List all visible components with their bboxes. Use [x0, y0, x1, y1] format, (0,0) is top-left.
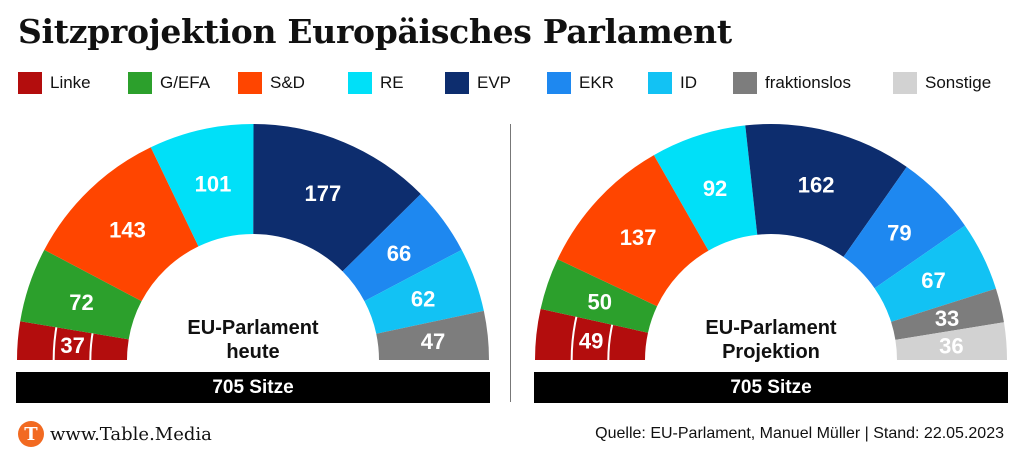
left-total-bar: 705 Sitze — [16, 372, 490, 403]
legend-label: Sonstige — [925, 73, 992, 92]
seat-segment-id — [874, 225, 996, 322]
legend-item: S&D — [238, 71, 305, 95]
seat-segment-g-efa — [540, 259, 658, 333]
seat-count-label: 72 — [69, 290, 93, 315]
seat-count-label: 92 — [703, 176, 727, 201]
seat-segment-re — [150, 124, 254, 247]
seat-segment-sonstige — [895, 322, 1007, 360]
seat-segment-s-d — [557, 155, 709, 307]
legend-swatch — [348, 72, 372, 94]
seat-segment-fraktionslos — [891, 288, 1004, 340]
seat-segment-evp — [253, 124, 421, 272]
legend-swatch — [648, 72, 672, 94]
seat-count-label: 67 — [921, 268, 945, 293]
legend: Linke G/EFA S&D RE EVP EKR ID fraktionslos Sonst… — [18, 71, 1008, 95]
seat-segment-g-efa — [20, 249, 142, 340]
left-center-label: EU-Parlament heute — [163, 316, 343, 364]
seat-count-label: 162 — [798, 173, 835, 198]
legend-swatch — [547, 72, 571, 94]
legend-swatch — [128, 72, 152, 94]
seat-count-label: 177 — [305, 181, 342, 206]
right-center-label-line1: EU-Parlament — [705, 317, 837, 339]
legend-item: RE — [348, 71, 404, 95]
seat-count-label: 137 — [620, 225, 657, 250]
seat-segment-fraktionslos — [376, 310, 489, 360]
legend-label: fraktionslos — [765, 73, 851, 92]
seat-count-label: 101 — [195, 171, 232, 196]
seat-count-label: 37 — [60, 333, 84, 358]
seat-segment-ekr — [342, 194, 462, 302]
seat-segment-s-d — [44, 147, 199, 302]
seat-segment-id — [364, 249, 484, 334]
right-center-label-line2: Projektion — [722, 341, 820, 363]
left-center-label-line1: EU-Parlament — [187, 317, 319, 339]
legend-label: Linke — [50, 73, 91, 92]
seat-count-label: 66 — [387, 241, 411, 266]
chart-title: Sitzprojektion Europäisches Parlament — [18, 12, 732, 51]
legend-item: G/EFA — [128, 71, 210, 95]
chart-divider — [510, 124, 511, 402]
legend-item: ID — [648, 71, 697, 95]
seat-count-label: 47 — [421, 329, 445, 354]
legend-label: RE — [380, 73, 404, 92]
seat-segment-ekr — [843, 166, 965, 289]
legend-label: ID — [680, 73, 697, 92]
left-center-label-line2: heute — [226, 341, 280, 363]
legend-item: fraktionslos — [733, 71, 851, 95]
seat-segment-evp — [745, 124, 907, 257]
seat-count-label: 49 — [579, 328, 603, 353]
seat-count-label: 50 — [588, 289, 612, 314]
legend-label: EVP — [477, 73, 512, 92]
legend-item: Sonstige — [893, 71, 991, 95]
seat-count-label: 143 — [109, 218, 146, 243]
legend-label: EKR — [579, 73, 614, 92]
right-center-label: EU-Parlament Projektion — [681, 316, 861, 364]
legend-swatch — [238, 72, 262, 94]
legend-label: S&D — [270, 73, 305, 92]
right-total-bar: 705 Sitze — [534, 372, 1008, 403]
legend-swatch — [893, 72, 917, 94]
legend-item: EKR — [547, 71, 614, 95]
legend-swatch — [733, 72, 757, 94]
source-note: Quelle: EU-Parlament, Manuel Müller | St… — [595, 425, 1004, 442]
seat-count-label: 33 — [935, 306, 959, 331]
legend-swatch — [18, 72, 42, 94]
seat-segment-re — [653, 125, 758, 251]
seat-count-label: 62 — [411, 286, 435, 311]
legend-item: Linke — [18, 71, 91, 95]
seat-segment-linke — [17, 321, 129, 360]
legend-label: G/EFA — [160, 73, 211, 92]
brand[interactable]: T www.Table.Media — [18, 421, 212, 447]
brand-url[interactable]: www.Table.Media — [50, 423, 212, 445]
legend-item: EVP — [445, 71, 511, 95]
seat-count-label: 79 — [887, 220, 911, 245]
seat-count-label: 36 — [939, 333, 963, 358]
seat-segment-linke — [535, 308, 648, 360]
table-media-logo-icon: T — [18, 421, 44, 447]
legend-swatch — [445, 72, 469, 94]
